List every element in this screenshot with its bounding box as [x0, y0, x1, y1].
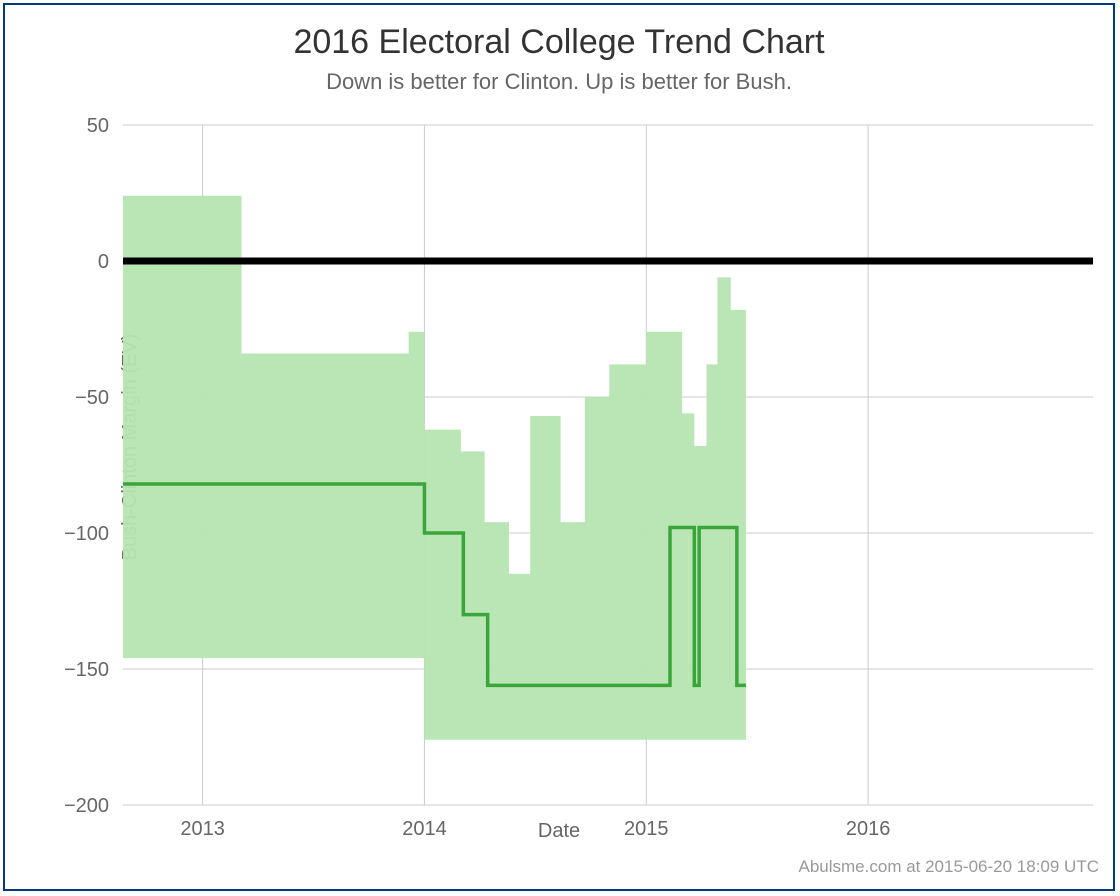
svg-text:2014: 2014 [402, 818, 447, 840]
plot-area: 500−50−100−150−2002013201420152016 [123, 125, 1093, 805]
svg-text:−200: −200 [64, 795, 109, 817]
svg-text:−150: −150 [64, 659, 109, 681]
svg-text:50: 50 [87, 115, 109, 137]
x-axis-label: Date [5, 820, 1113, 843]
attribution-text: Abulsme.com at 2015-06-20 18:09 UTC [799, 857, 1100, 877]
svg-text:0: 0 [98, 251, 109, 273]
chart-frame: 2016 Electoral College Trend Chart Down … [3, 3, 1115, 891]
svg-text:−100: −100 [64, 523, 109, 545]
chart-title: 2016 Electoral College Trend Chart [5, 23, 1113, 62]
svg-text:2016: 2016 [846, 818, 891, 840]
svg-text:2013: 2013 [180, 818, 225, 840]
svg-text:2015: 2015 [624, 818, 669, 840]
chart-svg: 500−50−100−150−2002013201420152016 [123, 125, 1093, 805]
chart-subtitle: Down is better for Clinton. Up is better… [5, 69, 1113, 95]
svg-text:−50: −50 [75, 387, 109, 409]
